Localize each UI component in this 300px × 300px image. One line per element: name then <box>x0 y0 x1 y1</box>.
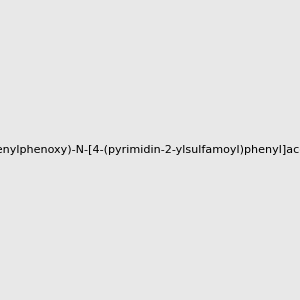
Text: 2-(2-phenylphenoxy)-N-[4-(pyrimidin-2-ylsulfamoyl)phenyl]acetamide: 2-(2-phenylphenoxy)-N-[4-(pyrimidin-2-yl… <box>0 145 300 155</box>
